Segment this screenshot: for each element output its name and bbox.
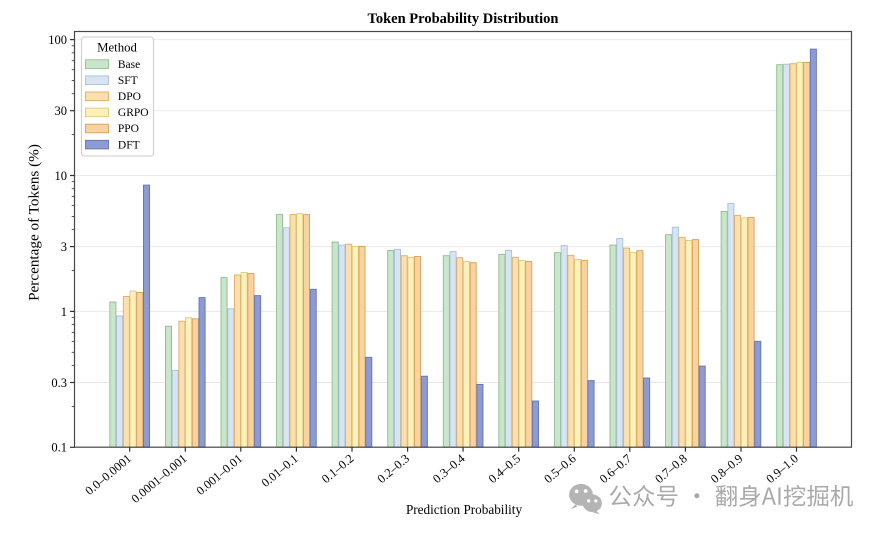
svg-text:SFT: SFT (118, 75, 138, 87)
svg-text:10: 10 (55, 169, 68, 183)
svg-text:1: 1 (61, 305, 67, 319)
svg-text:Token Probability Distribution: Token Probability Distribution (368, 11, 559, 27)
svg-text:Prediction Probability: Prediction Probability (406, 502, 523, 517)
svg-text:GRPO: GRPO (118, 107, 149, 119)
svg-text:DFT: DFT (118, 139, 140, 151)
svg-text:PPO: PPO (118, 123, 139, 135)
svg-text:Percentage of Tokens (%): Percentage of Tokens (%) (26, 144, 43, 301)
svg-text:Base: Base (118, 59, 140, 71)
svg-text:0.3: 0.3 (51, 376, 67, 390)
svg-text:Method: Method (97, 41, 137, 55)
svg-text:30: 30 (55, 104, 68, 118)
svg-text:100: 100 (48, 33, 67, 47)
svg-text:0.1: 0.1 (51, 441, 67, 455)
svg-text:DPO: DPO (118, 91, 141, 103)
svg-text:3: 3 (61, 240, 67, 254)
